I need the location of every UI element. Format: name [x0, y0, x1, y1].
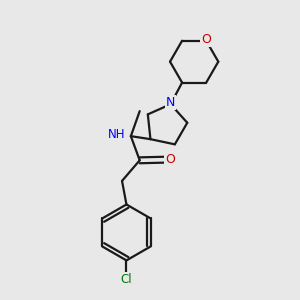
- Text: NH: NH: [107, 128, 125, 141]
- Text: O: O: [201, 33, 211, 46]
- Text: N: N: [166, 96, 175, 109]
- Text: O: O: [165, 153, 175, 166]
- Text: Cl: Cl: [121, 273, 132, 286]
